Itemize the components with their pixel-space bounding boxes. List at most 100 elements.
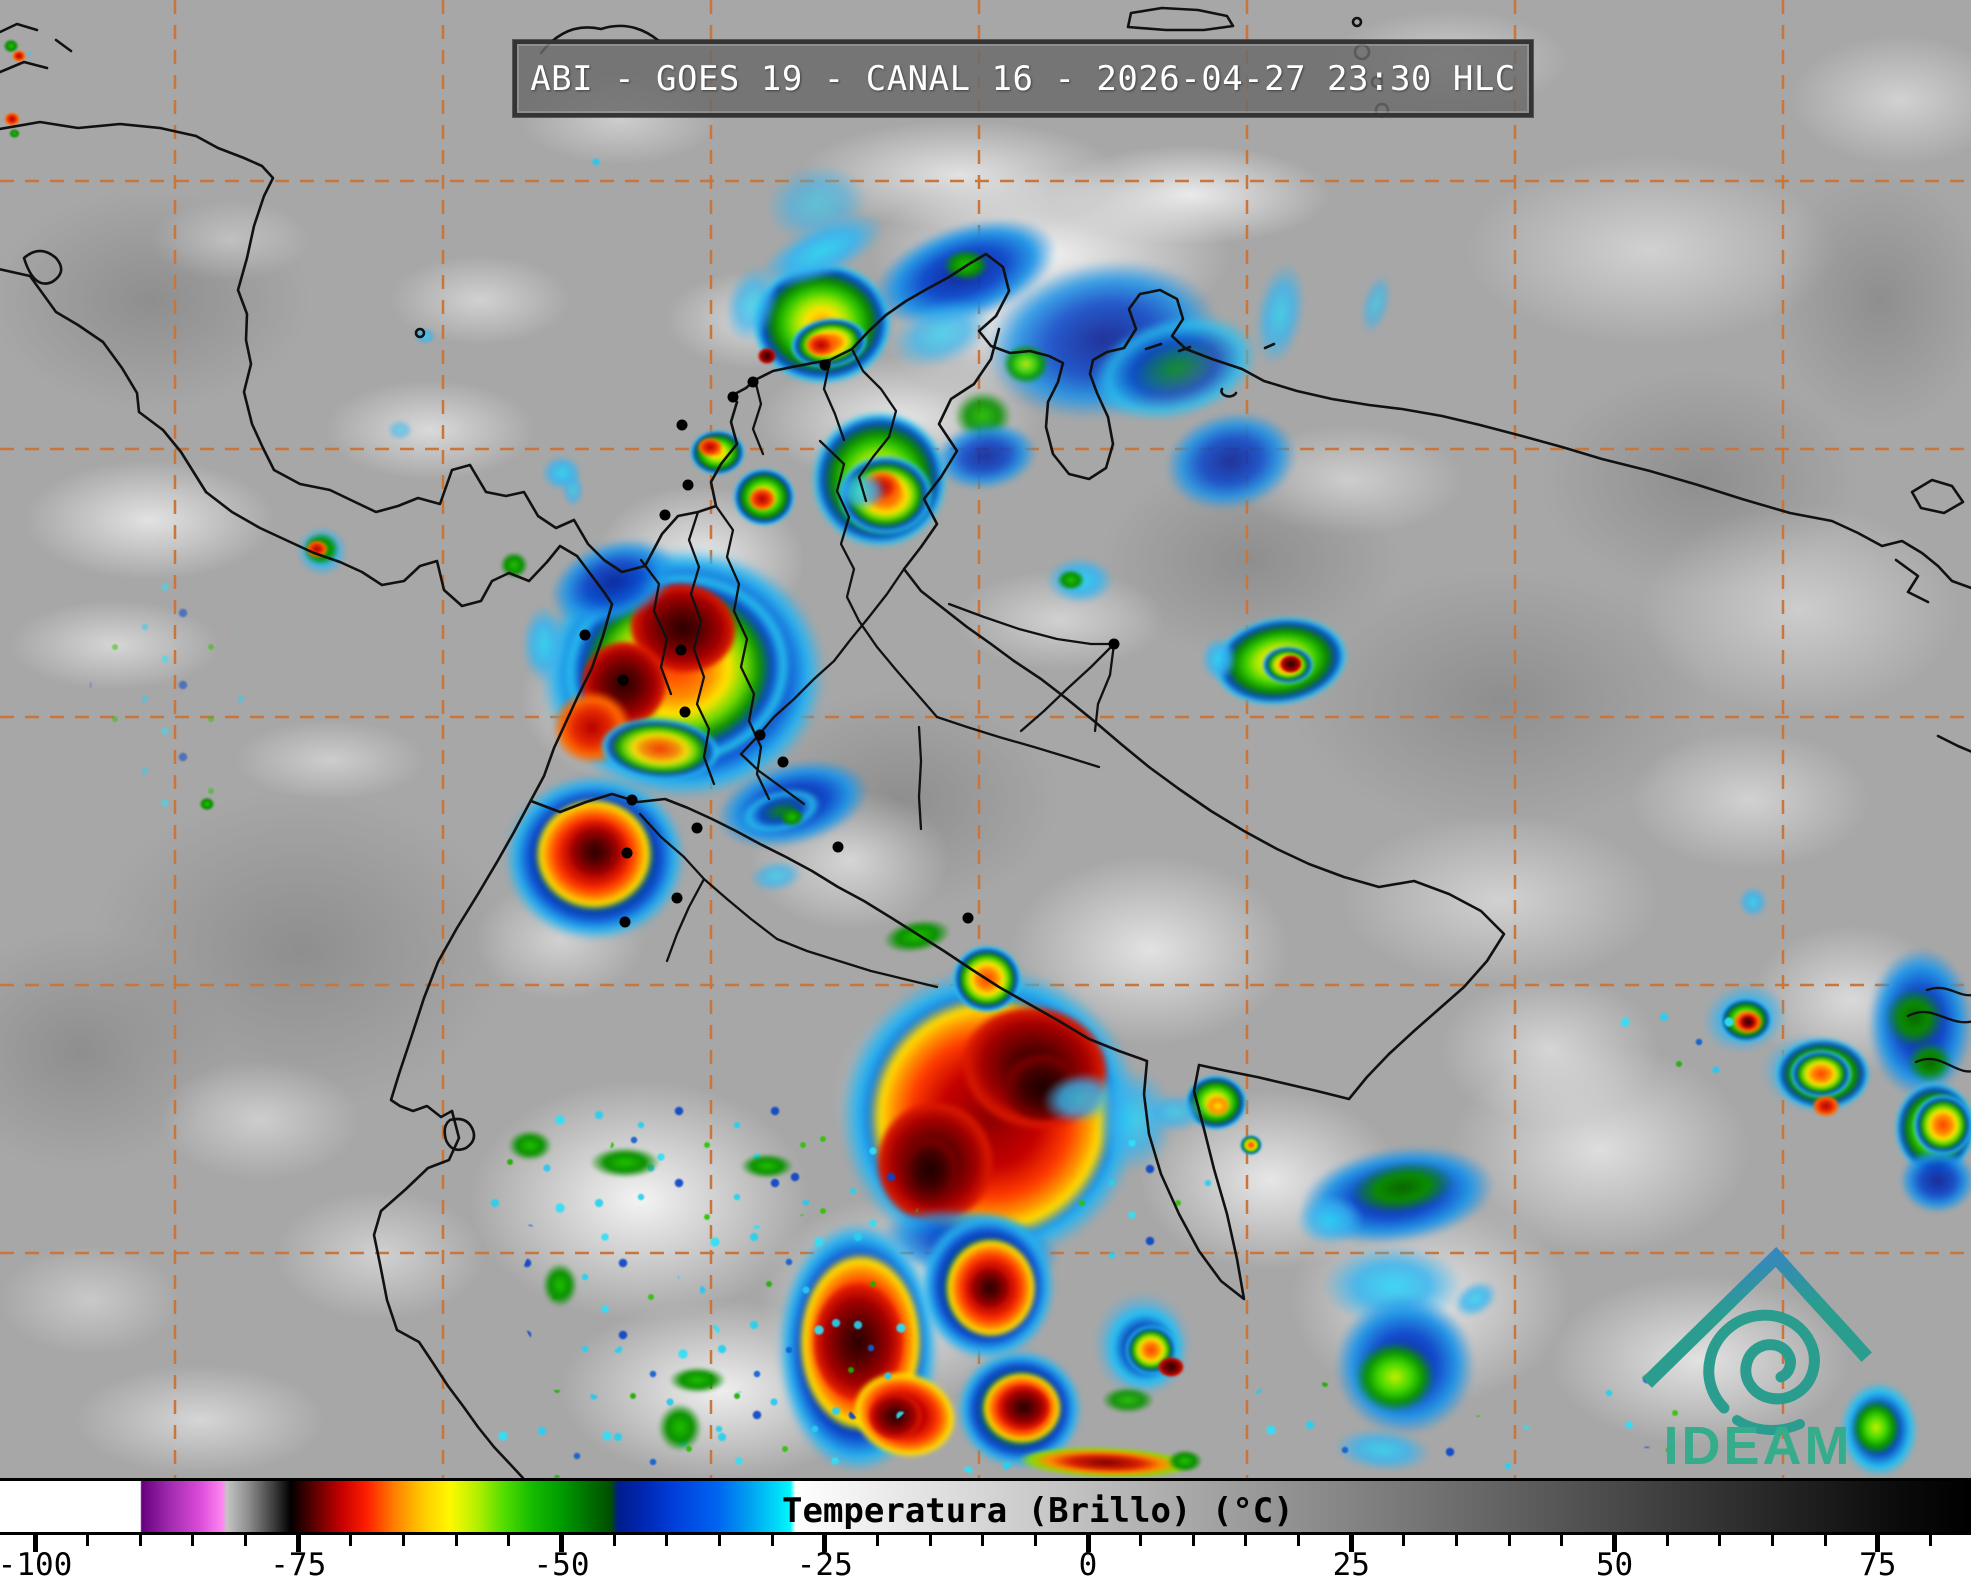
storm-cell [1205,1095,1231,1117]
tick-mark [1928,1535,1932,1546]
city-dot [621,847,633,859]
shallow-convection-speckle [90,580,250,810]
storm-cell [505,1128,555,1163]
storm-cell [385,418,415,442]
cloud-patch [0,1245,180,1355]
shallow-convection-speckle [480,1390,630,1478]
tick-mark [665,1535,669,1546]
cloud-patch [1790,35,1971,165]
ideam-logo: IDEAM [1642,1246,1872,1476]
tick-label: 25 [1332,1547,1370,1577]
tick-mark [454,1535,458,1546]
tick-label: 75 [1859,1547,1897,1577]
orinoco-delta [1894,558,1930,604]
tick-label: 50 [1595,1547,1634,1577]
coastline-map [0,6,1971,1478]
tick-mark [1875,1535,1881,1552]
tick-mark [1560,1535,1564,1546]
coast-central-america-pacific [204,490,614,608]
city-dot [619,916,631,928]
storm-cell [540,1260,580,1310]
storm-cell [965,1262,1015,1314]
storm-cell [1736,884,1770,920]
tick-mark [1770,1535,1774,1546]
shallow-convection-speckle [780,1130,920,1250]
logo-mountain-icon [1642,1246,1872,1388]
tick-mark [822,1535,828,1552]
cloud-patch [150,200,310,280]
cloud-patch [325,380,535,480]
tick-mark [1823,1535,1827,1546]
storm-cell [518,598,570,690]
city-dot [962,912,974,924]
cloud-patch [1340,815,1660,985]
storm-cell [1812,1095,1840,1117]
city-dot [659,509,671,521]
tick-mark [559,1535,564,1552]
shallow-convection-speckle [800,1300,920,1430]
dark-sky-patch [1770,170,1971,430]
storm-cell [1740,1015,1756,1029]
city-dot [747,376,759,388]
storm-cell [1882,985,1947,1050]
city-dot [626,794,638,806]
tick-mark [244,1535,248,1546]
coast-central-america-caribbean [0,120,718,574]
coast-caribbean-venezuela [709,252,1971,590]
city-dot [691,822,703,834]
storm-cell [4,112,20,126]
city-dot [777,756,789,768]
city-dot [1108,638,1120,650]
colorbar-label: Temperatura (Brillo) (°C) [782,1491,1294,1531]
tick-mark [875,1535,879,1546]
dark-sky-patch [0,190,310,410]
shallow-convection-speckle [1628,1438,1678,1478]
tick-mark [1455,1535,1459,1546]
coast-guyana [1936,734,1971,753]
city-dot [579,629,591,641]
shallow-convection-speckle [2,25,32,65]
city-dot [754,729,766,741]
storm-cell [737,1152,797,1180]
storm-cell [1165,1448,1205,1474]
storm-cell [1790,1050,1852,1098]
tick-mark [770,1535,774,1546]
city-dot [671,892,683,904]
tick-mark [1348,1535,1354,1552]
cloud-patch [1630,730,1870,870]
storm-cell [1280,655,1302,673]
storm-cell [8,128,21,139]
city-dot [617,674,629,686]
department-borders [638,347,1116,989]
storm-cell [560,470,586,510]
shallow-convection-speckle [570,148,612,198]
colorbar-axis: -100 -75 -50 -25 0 25 50 75 [0,1535,1971,1577]
storm-cells-layer [2,25,1971,1482]
title-text: ABI - GOES 19 - CANAL 16 - 2026-04-27 23… [530,58,1516,99]
logo-spiral-icon [1703,1309,1820,1414]
tick-mark [507,1535,511,1546]
title-bar: ABI - GOES 19 - CANAL 16 - 2026-04-27 23… [513,40,1533,117]
shallow-convection-speckle [1240,1380,1360,1470]
tick-label: -50 [533,1547,590,1577]
shallow-convection-speckle [955,1435,1015,1475]
dark-sky-patch [0,930,230,1170]
cloud-patch [75,1365,325,1475]
colorbar: Temperatura (Brillo) (°C) -100 -75 -50 -25 0… [0,1478,1971,1577]
storm-cell [1098,1385,1158,1415]
tick-label: 0 [1078,1547,1098,1577]
storm-cell [1355,1342,1435,1412]
storm-cell [412,326,438,346]
storm-cell [585,1145,665,1180]
storm-cell [655,1400,705,1455]
storm-cell [1913,1094,1971,1156]
shallow-convection-speckle [1445,1415,1535,1475]
brazil-rivers [1906,986,1971,1073]
tick-mark [1244,1535,1248,1546]
tick-label: -75 [270,1547,327,1577]
tick-mark [717,1535,721,1546]
storm-cell [1198,633,1240,685]
tick-label: -25 [796,1547,853,1577]
city-dot [727,391,739,403]
storm-cell [306,540,328,558]
